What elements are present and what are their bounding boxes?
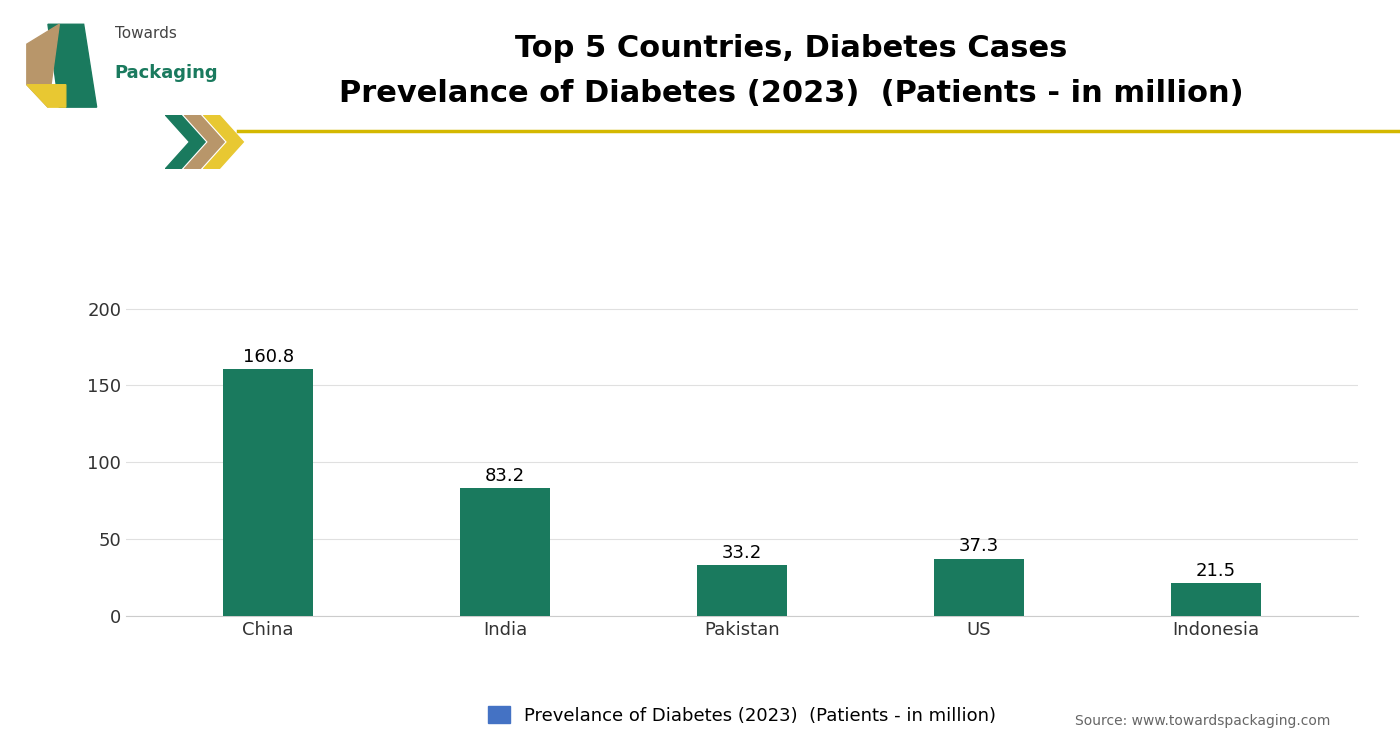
Bar [223,369,314,616]
Legend: Prevelance of Diabetes (2023)  (Patients - in million): Prevelance of Diabetes (2023) (Patients … [480,699,1004,732]
Text: 37.3: 37.3 [959,538,1000,556]
Text: Prevelance of Diabetes (2023)  (Patients - in million): Prevelance of Diabetes (2023) (Patients … [339,79,1243,108]
Text: 33.2: 33.2 [722,544,762,562]
Text: Source: www.towardspackaging.com: Source: www.towardspackaging.com [1075,714,1330,728]
Text: Top 5 Countries, Diabetes Cases: Top 5 Countries, Diabetes Cases [515,34,1067,63]
Polygon shape [203,115,244,169]
Bar [934,559,1023,616]
Text: Packaging: Packaging [115,64,218,82]
Polygon shape [185,115,224,169]
Text: 160.8: 160.8 [242,348,294,366]
Text: 83.2: 83.2 [484,467,525,485]
Polygon shape [48,24,97,107]
Bar [1170,583,1261,616]
Bar [461,488,550,616]
Polygon shape [27,24,59,107]
Polygon shape [27,85,66,107]
Polygon shape [165,115,206,169]
Bar [697,565,787,616]
Text: Towards: Towards [115,26,176,41]
Text: 21.5: 21.5 [1196,562,1236,580]
